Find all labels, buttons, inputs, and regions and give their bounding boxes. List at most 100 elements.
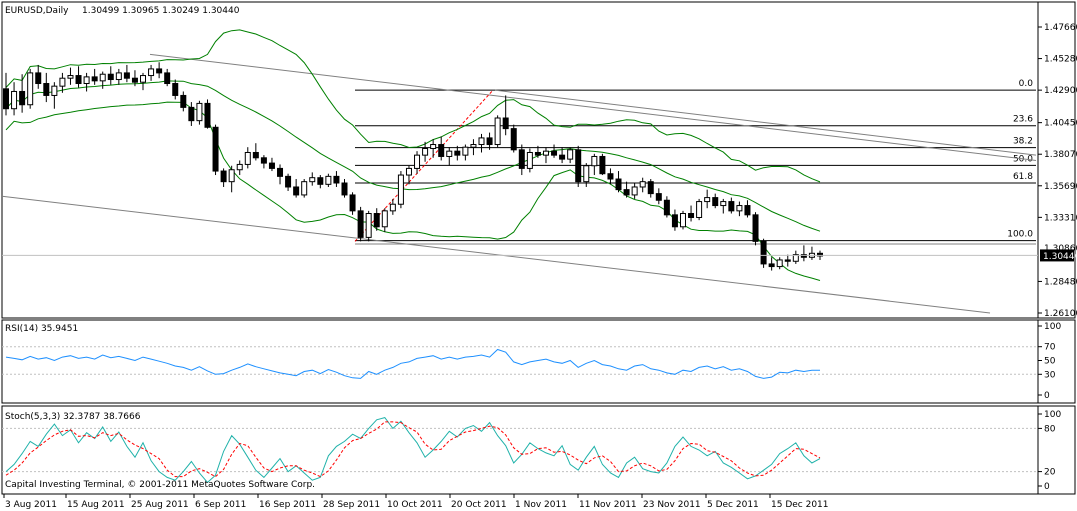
fib-level-label: 0.0	[1019, 79, 1034, 89]
bull-candle-body	[494, 117, 501, 146]
price-pane[interactable]: 1.47660 1.45280 1.42900 1.40450 1.38070 1.356…	[1, 1, 1077, 319]
stoch-pane-title: Stoch(5,3,3) 32.3787 38.7666	[5, 412, 141, 422]
candle	[623, 181, 630, 198]
candle	[51, 82, 58, 109]
bear-candle-body	[252, 151, 259, 159]
candle	[35, 64, 42, 89]
rsi-pane[interactable]: 100 70 50 30 0	[1, 319, 1076, 404]
candle	[768, 257, 775, 271]
candle	[607, 168, 614, 185]
candle	[430, 139, 437, 158]
candle	[11, 82, 18, 116]
candle	[389, 198, 396, 215]
bear-candle-body	[123, 72, 130, 79]
bull-candle-body	[59, 77, 66, 87]
candle	[800, 245, 807, 262]
candle	[397, 171, 404, 209]
bear-candle-body	[615, 178, 622, 191]
bear-candle-body	[712, 197, 719, 207]
bull-candle-body	[430, 144, 437, 150]
bull-candle-body	[389, 203, 396, 212]
bull-candle-body	[720, 201, 727, 207]
stoch-main-line	[5, 417, 821, 484]
fib-anchor-line	[354, 89, 494, 242]
candle	[228, 165, 235, 193]
candle	[631, 183, 638, 199]
bull-candle-body	[51, 85, 58, 96]
time-tick-label: 11 Nov 2011	[579, 500, 637, 510]
bull-candle-body	[446, 150, 453, 157]
candle	[438, 136, 445, 161]
candle	[671, 209, 678, 231]
stoch-axis-frame	[1037, 405, 1076, 495]
bear-candle-body	[349, 194, 356, 212]
candle	[236, 160, 243, 176]
bull-candle-body	[704, 197, 711, 203]
candle	[518, 144, 525, 176]
candle	[502, 95, 509, 136]
bear-candle-body	[518, 149, 525, 169]
bear-candle-body	[317, 177, 324, 185]
bull-candle-body	[236, 163, 243, 171]
candle	[744, 200, 751, 218]
bull-candle-body	[696, 201, 703, 218]
candle	[720, 198, 727, 214]
candle	[575, 145, 582, 187]
bull-candle-body	[567, 149, 574, 160]
candle	[462, 144, 469, 161]
candle	[285, 173, 292, 191]
bull-candle-body	[405, 167, 412, 176]
bull-candle-body	[583, 165, 590, 183]
bull-candle-body	[631, 186, 638, 196]
candle	[526, 148, 533, 173]
candle	[639, 177, 646, 193]
candle	[341, 179, 348, 198]
candle	[83, 72, 90, 92]
bear-candle-body	[599, 155, 606, 175]
candle	[712, 193, 719, 209]
bear-candle-body	[623, 189, 630, 196]
bull-candle-body	[381, 210, 388, 228]
stoch-tick-label: 100	[1044, 410, 1061, 420]
candle	[373, 208, 380, 231]
bollinger-middle-band	[5, 80, 821, 232]
candle	[446, 147, 453, 166]
bear-candle-body	[559, 154, 566, 160]
price-tick-label: 1.40450	[1044, 119, 1077, 129]
bull-candle-body	[542, 150, 549, 156]
time-tick-label: 28 Sep 2011	[323, 500, 380, 510]
bull-candle-body	[140, 75, 147, 83]
candle	[776, 257, 783, 270]
trend-line	[494, 89, 1037, 156]
rsi-axis-frame	[1037, 319, 1076, 404]
bear-candle-body	[551, 150, 558, 156]
stoch-pane[interactable]: 100 80 20 0	[1, 405, 1076, 495]
candle	[760, 238, 767, 268]
price-tick-label: 1.45280	[1044, 55, 1077, 65]
candle	[736, 201, 743, 217]
candle	[148, 64, 155, 81]
candle	[325, 173, 332, 187]
bear-candle-body	[341, 182, 348, 196]
bear-candle-body	[817, 252, 823, 257]
bear-candle-body	[180, 94, 187, 108]
bear-candle-body	[43, 83, 50, 96]
bear-candle-body	[260, 157, 267, 164]
candle	[486, 132, 493, 150]
bear-candle-body	[784, 259, 791, 262]
bear-candle-body	[3, 88, 9, 110]
bull-candle-body	[591, 155, 598, 167]
candle	[696, 198, 703, 221]
candle	[172, 79, 179, 100]
rsi-pane-frame	[1, 319, 1039, 404]
price-pane-title: EURUSD,Daily	[5, 6, 69, 16]
bear-candle-body	[575, 149, 582, 183]
bear-candle-body	[285, 175, 292, 188]
candle	[454, 145, 461, 161]
bull-candle-body	[67, 75, 74, 79]
stoch-tick-label: 20	[1044, 468, 1056, 478]
bear-candle-body	[277, 167, 284, 177]
candle	[123, 64, 130, 83]
candle	[728, 197, 735, 214]
bull-candle-body	[679, 213, 686, 228]
